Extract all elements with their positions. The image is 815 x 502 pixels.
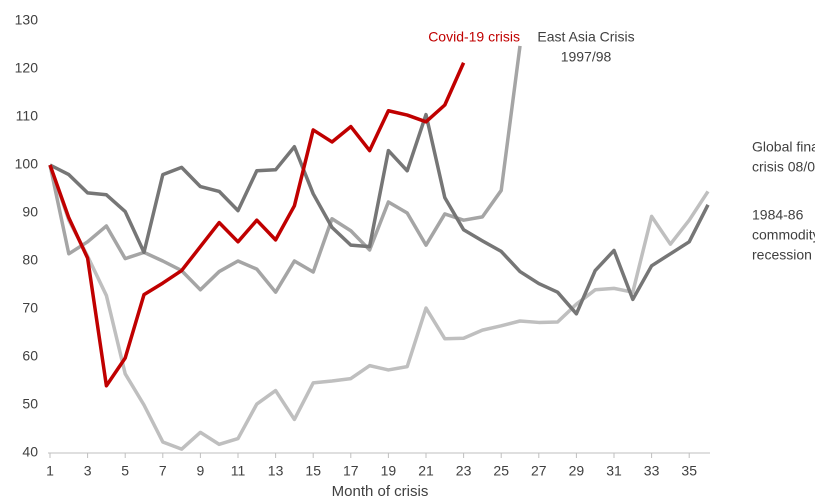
series-line <box>48 45 522 294</box>
x-tick-label: 9 <box>197 463 205 479</box>
series-label: 1997/98 <box>561 49 612 65</box>
x-tick-label: 21 <box>418 463 434 479</box>
series-label: crisis 08/09 <box>752 159 815 175</box>
series-label: East Asia Crisis <box>537 29 634 45</box>
x-tick-label: 1 <box>46 463 54 479</box>
y-tick-label: 80 <box>22 252 38 268</box>
y-tick-label: 60 <box>22 348 38 364</box>
x-tick-label: 19 <box>381 463 397 479</box>
x-tick-label: 29 <box>569 463 585 479</box>
x-tick-label: 31 <box>606 463 622 479</box>
y-tick-label: 90 <box>22 204 38 220</box>
x-tick-label: 17 <box>343 463 359 479</box>
x-tick-label: 27 <box>531 463 547 479</box>
x-tick-label: 15 <box>305 463 321 479</box>
series-label: Global financial <box>752 139 815 155</box>
series-label: commodity <box>752 227 815 243</box>
x-tick-label: 33 <box>644 463 660 479</box>
x-tick-label: 7 <box>159 463 167 479</box>
series-line <box>49 112 710 316</box>
series-line <box>48 62 466 388</box>
x-tick-label: 5 <box>121 463 129 479</box>
series-label: 1984-86 <box>752 207 804 223</box>
y-tick-label: 120 <box>15 60 39 76</box>
y-tick-label: 130 <box>15 12 39 28</box>
y-tick-label: 110 <box>16 108 39 124</box>
series-label: recession <box>752 247 812 263</box>
x-tick-label: 3 <box>84 463 92 479</box>
x-tick-label: 23 <box>456 463 472 479</box>
y-tick-label: 100 <box>15 156 39 172</box>
series-line <box>48 164 710 451</box>
y-tick-label: 70 <box>22 300 38 316</box>
series-label: Covid-19 crisis <box>428 29 520 45</box>
x-tick-label: 13 <box>268 463 284 479</box>
y-tick-label: 40 <box>22 444 38 460</box>
x-tick-label: 35 <box>681 463 697 479</box>
x-tick-label: 25 <box>493 463 509 479</box>
y-tick-label: 50 <box>22 396 38 412</box>
x-axis-label: Month of crisis <box>332 483 429 500</box>
x-tick-label: 11 <box>231 463 246 479</box>
